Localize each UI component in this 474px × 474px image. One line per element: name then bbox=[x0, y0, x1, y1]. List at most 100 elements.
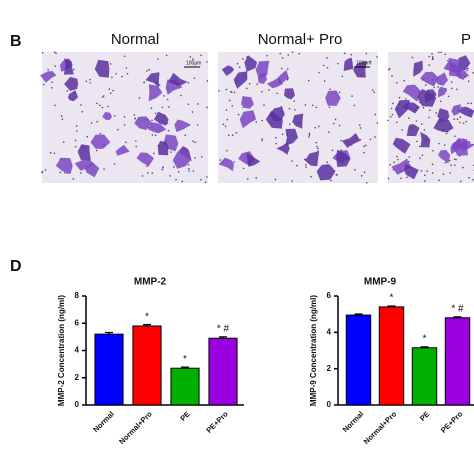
speck bbox=[323, 80, 326, 82]
speck bbox=[194, 156, 196, 159]
speck bbox=[228, 99, 231, 102]
significance-mark: * # bbox=[217, 324, 230, 335]
speck bbox=[363, 171, 366, 173]
bar bbox=[170, 367, 200, 406]
speck bbox=[376, 56, 378, 58]
speck bbox=[374, 136, 376, 138]
speck bbox=[81, 110, 84, 113]
speck bbox=[54, 65, 57, 67]
speck bbox=[96, 102, 98, 105]
speck bbox=[396, 155, 398, 158]
speck bbox=[66, 90, 69, 92]
speck bbox=[426, 170, 428, 172]
speck bbox=[387, 177, 390, 180]
speck bbox=[279, 52, 282, 55]
x-tick-label: PE bbox=[418, 409, 431, 422]
speck bbox=[351, 95, 353, 97]
speck bbox=[401, 129, 403, 131]
image-title: Normal+ Pro bbox=[258, 31, 343, 48]
cell bbox=[63, 58, 74, 75]
speck bbox=[95, 149, 98, 152]
speck bbox=[170, 151, 172, 153]
speck bbox=[447, 59, 449, 62]
speck bbox=[374, 113, 377, 116]
cell bbox=[437, 108, 450, 122]
speck bbox=[408, 117, 410, 119]
speck bbox=[288, 107, 291, 110]
speck bbox=[437, 86, 439, 88]
scale-label: 100μm bbox=[356, 60, 371, 66]
speck bbox=[308, 134, 311, 136]
speck bbox=[294, 109, 296, 111]
speck bbox=[167, 129, 170, 132]
y-tick-label: 6 bbox=[75, 318, 80, 327]
speck bbox=[111, 76, 113, 79]
x-tick-label: PE bbox=[178, 409, 191, 422]
speck bbox=[411, 56, 414, 59]
speck bbox=[219, 159, 222, 161]
speck bbox=[74, 145, 77, 148]
image-title: Normal bbox=[111, 31, 159, 48]
cell bbox=[285, 128, 299, 146]
speck bbox=[408, 156, 411, 158]
speck bbox=[187, 164, 190, 166]
speck bbox=[453, 118, 455, 120]
cell bbox=[255, 60, 270, 79]
significance-mark: * bbox=[423, 334, 427, 345]
speck bbox=[237, 113, 240, 116]
speck bbox=[311, 104, 314, 107]
speck bbox=[317, 147, 319, 150]
cell bbox=[353, 60, 367, 78]
speck bbox=[109, 63, 112, 65]
speck bbox=[263, 104, 265, 106]
speck bbox=[398, 96, 401, 99]
cell bbox=[241, 96, 254, 109]
speck bbox=[456, 118, 459, 120]
speck bbox=[103, 168, 105, 170]
speck bbox=[371, 89, 374, 91]
significance-mark: * bbox=[145, 311, 149, 322]
speck bbox=[363, 151, 365, 154]
speck bbox=[291, 160, 293, 162]
speck bbox=[432, 149, 434, 152]
speck bbox=[315, 106, 318, 109]
speck bbox=[364, 144, 367, 147]
speck bbox=[166, 98, 169, 101]
speck bbox=[431, 56, 434, 58]
speck bbox=[115, 72, 117, 75]
cell bbox=[325, 90, 341, 106]
cell bbox=[436, 72, 448, 86]
cell bbox=[145, 72, 160, 88]
cell bbox=[284, 88, 295, 100]
speck bbox=[274, 178, 277, 181]
speck bbox=[261, 119, 264, 122]
cell bbox=[246, 153, 261, 167]
speck bbox=[350, 53, 353, 56]
error-bar bbox=[181, 366, 189, 369]
speck bbox=[308, 132, 311, 135]
cell bbox=[84, 162, 100, 178]
scale-label: 100μm bbox=[186, 60, 201, 66]
speck bbox=[108, 88, 111, 90]
x-tick-label: PE+Pro bbox=[439, 409, 465, 435]
speck bbox=[233, 161, 235, 163]
speck bbox=[331, 149, 334, 152]
speck bbox=[53, 152, 56, 155]
speck bbox=[59, 171, 62, 174]
speck bbox=[444, 53, 446, 55]
speck bbox=[329, 88, 331, 90]
speck bbox=[248, 82, 251, 85]
speck bbox=[168, 106, 170, 108]
speck bbox=[109, 92, 112, 94]
speck bbox=[75, 125, 78, 127]
speck bbox=[286, 78, 289, 81]
speck bbox=[266, 54, 268, 57]
speck bbox=[419, 157, 421, 160]
speck bbox=[189, 56, 192, 58]
speck bbox=[123, 116, 126, 118]
speck bbox=[205, 176, 208, 178]
speck bbox=[163, 95, 165, 97]
speck bbox=[267, 89, 270, 91]
speck bbox=[391, 75, 393, 77]
y-tick-label: 4 bbox=[75, 346, 80, 355]
